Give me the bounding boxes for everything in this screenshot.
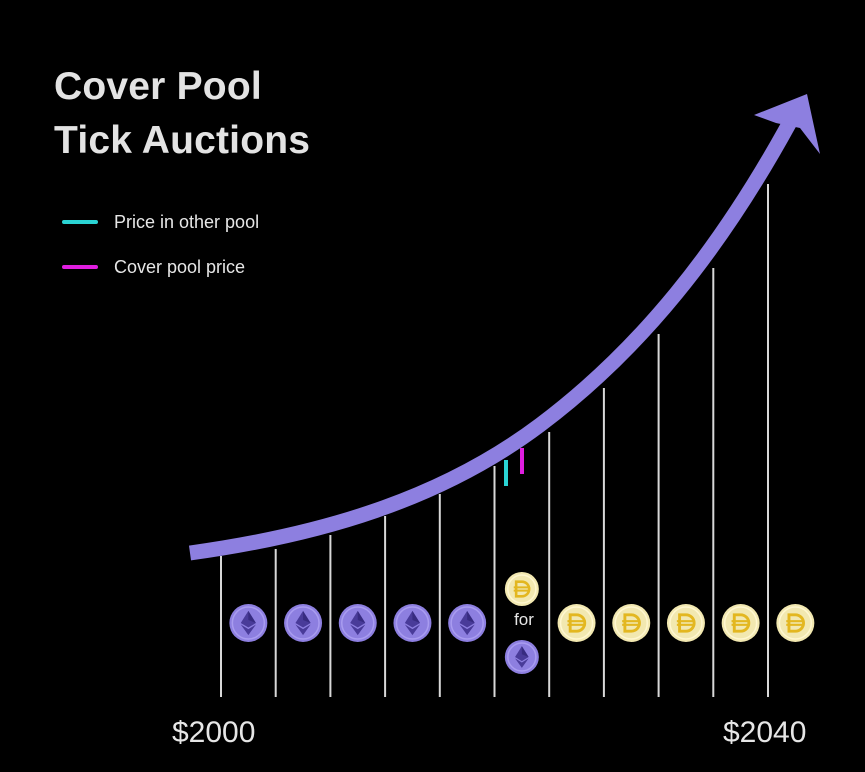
dai-coin-icon: [504, 572, 539, 606]
legend-swatch-magenta: [62, 265, 98, 269]
price-curve: [188, 118, 797, 561]
swap-for-label: for: [514, 610, 534, 629]
axis-min-label: $2000: [172, 716, 256, 749]
eth-coin-icon: [393, 604, 432, 642]
axis-max-label: $2040: [723, 716, 807, 749]
eth-coin-icon: [504, 640, 539, 674]
tick-lines: [220, 184, 769, 697]
eth-coin-icon: [229, 604, 268, 642]
title-line-2: Tick Auctions: [54, 119, 311, 162]
legend-label-cover-pool: Cover pool price: [114, 256, 246, 277]
dai-coin-icon: [557, 604, 596, 642]
legend-label-other-pool: Price in other pool: [114, 211, 260, 232]
legend-item-cover-pool-price: Cover pool price: [62, 253, 322, 281]
dai-coin-icon: [721, 604, 760, 642]
diagram-title: Cover Pool Tick Auctions: [54, 60, 310, 168]
price-curve-arrow: [188, 94, 820, 561]
eth-coin-icon: [448, 604, 487, 642]
dai-coin-icon: [666, 604, 705, 642]
dai-coin-icon: [776, 604, 815, 642]
legend-swatch-cyan: [62, 220, 98, 224]
token-row: [229, 572, 815, 674]
eth-coin-icon: [284, 604, 323, 642]
title-line-1: Cover Pool: [54, 65, 262, 108]
dai-coin-icon: [612, 604, 651, 642]
eth-coin-icon: [338, 604, 377, 642]
legend-item-other-pool-price: Price in other pool: [62, 208, 322, 236]
curve-arrowhead: [754, 94, 820, 154]
